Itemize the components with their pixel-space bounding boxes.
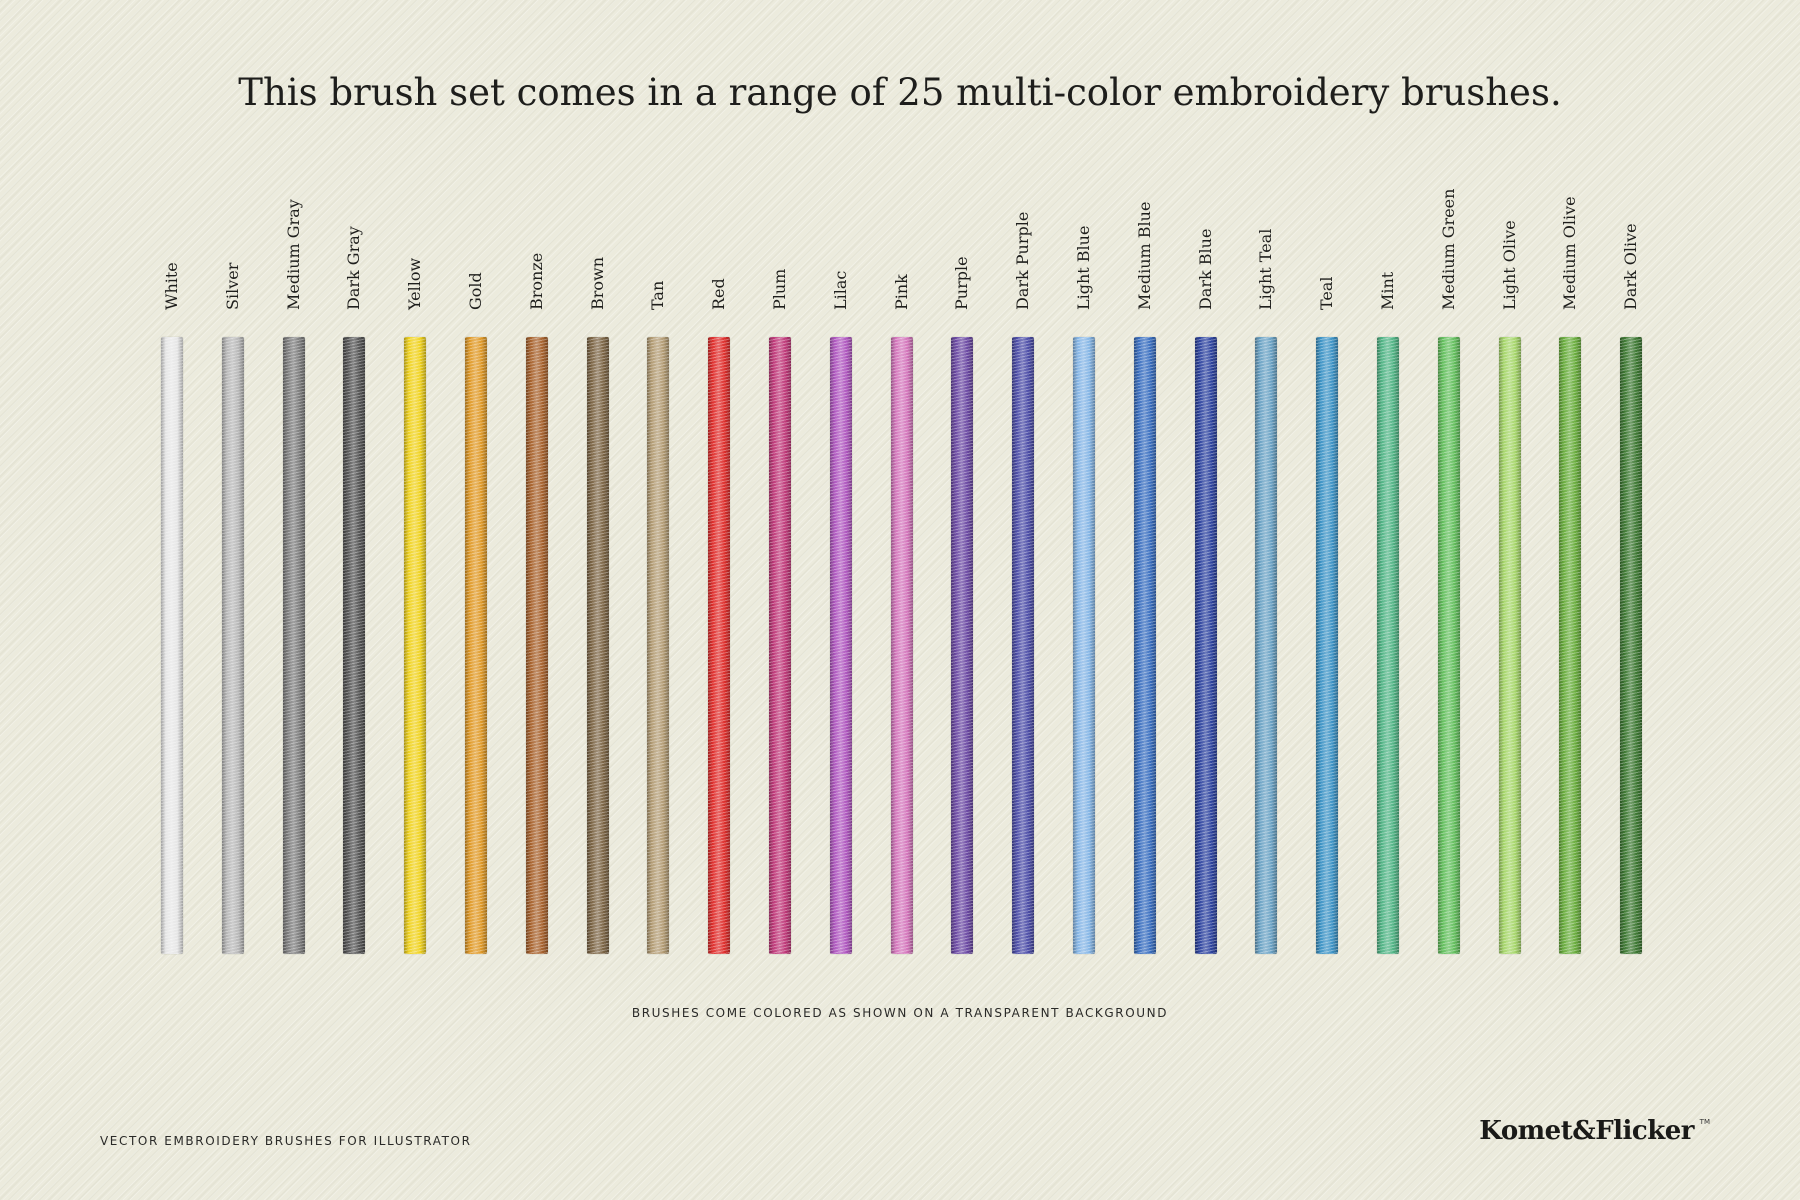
embroidery-thread-stroke: [1377, 337, 1399, 954]
brush-swatch: White: [152, 170, 192, 960]
brush-swatch: Brown: [578, 170, 618, 960]
brush-color-label: Medium Olive: [1560, 196, 1580, 310]
embroidery-thread-stroke: [1133, 337, 1156, 954]
brush-color-label: Pink: [891, 274, 911, 310]
brush-color-label: Medium Blue: [1134, 201, 1154, 310]
embroidery-thread-stroke: [769, 337, 791, 954]
embroidery-thread-stroke: [890, 337, 913, 954]
embroidery-thread-stroke: [647, 337, 670, 954]
brush-color-label: Bronze: [526, 252, 546, 310]
brush-color-label: Light Blue: [1074, 225, 1093, 310]
brand-logo: Komet&Flicker: [1479, 1116, 1694, 1146]
brush-color-label: Light Olive: [1499, 220, 1519, 310]
brush-color-label: Medium Gray: [283, 199, 303, 310]
brush-color-label: Dark Purple: [1013, 211, 1033, 310]
embroidery-thread-stroke: [951, 337, 974, 954]
embroidery-thread-stroke: [161, 337, 183, 954]
brush-swatch: Dark Gray: [334, 170, 374, 960]
brush-swatch: Lilac: [821, 170, 861, 960]
brush-swatch: Pink: [882, 170, 922, 960]
brush-swatch: Dark Olive: [1611, 170, 1651, 960]
brush-color-label: Lilac: [830, 270, 850, 310]
embroidery-thread-stroke: [1073, 337, 1095, 954]
brush-swatch: Medium Green: [1429, 170, 1469, 960]
embroidery-thread-stroke: [708, 337, 731, 954]
brush-swatch: Yellow: [395, 170, 435, 960]
brush-swatch: Light Teal: [1246, 170, 1286, 960]
brush-color-label: Plum: [770, 268, 789, 310]
brush-color-label: Gold: [466, 272, 485, 310]
brush-swatch: Medium Olive: [1550, 170, 1590, 960]
brush-color-label: White: [162, 262, 181, 310]
brush-color-label: Red: [709, 278, 729, 310]
brush-swatch: Medium Gray: [274, 170, 314, 960]
brush-color-label: Dark Gray: [344, 226, 364, 310]
embroidery-thread-stroke: [1559, 337, 1582, 954]
brush-swatch: Plum: [760, 170, 800, 960]
embroidery-thread-stroke: [1498, 337, 1521, 954]
embroidery-thread-stroke: [343, 337, 366, 954]
embroidery-thread-stroke: [221, 337, 244, 954]
embroidery-thread-stroke: [586, 337, 609, 954]
embroidery-thread-stroke: [1255, 337, 1278, 954]
product-tagline: VECTOR EMBROIDERY BRUSHES FOR ILLUSTRATO…: [100, 1134, 472, 1148]
brush-color-label: Silver: [222, 262, 242, 310]
brush-swatch: Bronze: [517, 170, 557, 960]
embroidery-thread-stroke: [404, 337, 427, 954]
brush-swatch: Purple: [942, 170, 982, 960]
trademark-mark: TM: [1699, 1118, 1710, 1126]
brush-color-label: Teal: [1317, 276, 1337, 310]
embroidery-thread-stroke: [282, 337, 305, 954]
brush-swatch: Dark Purple: [1003, 170, 1043, 960]
brush-color-label: Light Teal: [1256, 228, 1276, 310]
embroidery-thread-stroke: [829, 337, 852, 954]
brush-color-label: Dark Olive: [1621, 223, 1641, 310]
embroidery-thread-stroke: [465, 337, 487, 954]
brush-swatch: Dark Blue: [1186, 170, 1226, 960]
brush-color-label: Purple: [952, 256, 972, 310]
brush-color-label: Tan: [648, 280, 668, 310]
embroidery-thread-stroke: [1012, 337, 1035, 954]
brush-color-label: Mint: [1378, 271, 1397, 310]
brush-swatch: Red: [699, 170, 739, 960]
brush-swatch: Gold: [456, 170, 496, 960]
embroidery-thread-stroke: [1437, 337, 1460, 954]
brush-color-label: Yellow: [405, 257, 425, 310]
embroidery-thread-stroke: [1620, 337, 1643, 954]
brush-swatch: Mint: [1368, 170, 1408, 960]
brush-swatch: Light Blue: [1064, 170, 1104, 960]
brush-swatch: Light Olive: [1490, 170, 1530, 960]
transparency-note: BRUSHES COME COLORED AS SHOWN ON A TRANS…: [631, 1006, 1169, 1020]
brush-swatch: Teal: [1307, 170, 1347, 960]
brush-color-label: Dark Blue: [1195, 228, 1215, 310]
brush-swatch: Tan: [638, 170, 678, 960]
embroidery-thread-stroke: [1194, 337, 1217, 954]
brush-swatch: Medium Blue: [1125, 170, 1165, 960]
brush-color-label: Brown: [587, 256, 607, 310]
brush-color-label: Medium Green: [1438, 188, 1458, 310]
embroidery-thread-stroke: [1316, 337, 1339, 954]
embroidery-thread-stroke: [525, 337, 548, 954]
headline: This brush set comes in a range of 25 mu…: [238, 71, 1562, 114]
brush-swatch: Silver: [213, 170, 253, 960]
